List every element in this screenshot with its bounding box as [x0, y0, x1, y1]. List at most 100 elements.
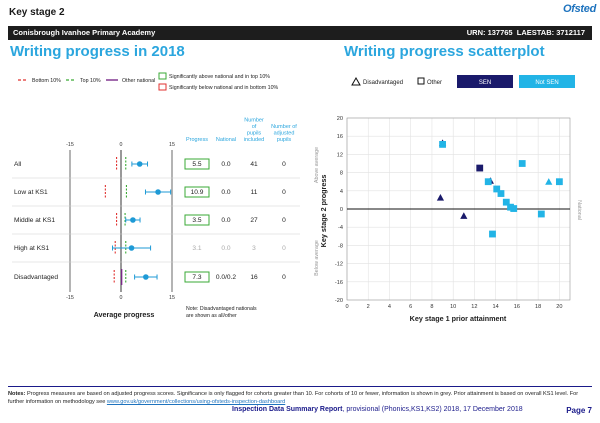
- cell-national: 0.0: [221, 189, 230, 196]
- col-header-pupils-included: included: [244, 137, 265, 143]
- progress-sig-box: [184, 271, 210, 283]
- cell-adjusted: 0: [282, 161, 286, 168]
- progress-point: [128, 245, 135, 251]
- table-note-line2: are shown as all/other: [186, 313, 237, 319]
- legend-not-sen-box: [519, 75, 575, 88]
- left-bottom-tick-label: 15: [169, 295, 175, 301]
- cell-adjusted: 0: [282, 245, 286, 252]
- progress-point: [130, 217, 136, 223]
- legend-bottom10-label: Bottom 10%: [32, 78, 61, 84]
- scatter-x-tick-label: 10: [450, 304, 456, 310]
- cell-progress: 10.9: [191, 189, 204, 196]
- row-label: All: [14, 161, 22, 168]
- col-header-adjusted-pupils: adjusted: [274, 131, 295, 137]
- col-header-adjusted-pupils: Number of: [271, 124, 297, 130]
- col-header-progress: Progress: [186, 137, 208, 143]
- scatter-national-label: National: [576, 200, 582, 220]
- scatter-y-tick-label: -16: [335, 280, 343, 286]
- notes-text: Progress measures are based on adjusted …: [8, 391, 579, 405]
- scatter-x-tick-label: 2: [367, 304, 370, 310]
- progress-point: [155, 189, 161, 195]
- school-bar: Conisbrough Ivanhoe Primary Academy URN:…: [8, 26, 592, 40]
- scatter-x-tick-label: 0: [345, 304, 348, 310]
- col-header-pupils-included: Number: [244, 118, 264, 124]
- left-top-tick-label: -15: [66, 142, 74, 148]
- scatter-point-disadvantaged: [545, 178, 553, 185]
- scatter-point-disadvantaged: [436, 194, 445, 201]
- cell-pupils: 11: [251, 189, 258, 196]
- scatter-point-other: [510, 205, 518, 212]
- scatter-x-tick-label: 12: [471, 304, 477, 310]
- progress-sig-box: [184, 214, 210, 226]
- page-number: Page 7: [566, 406, 592, 415]
- ofsted-logo: Ofsted: [562, 3, 596, 15]
- report-name: Inspection Data Summary Report: [232, 406, 343, 413]
- row-label: Low at KS1: [14, 189, 48, 196]
- progress-sig-box: [184, 186, 210, 198]
- progress-point: [143, 274, 149, 280]
- legend-sig-below-swatch: [158, 83, 167, 91]
- scatter-y-tick-label: -20: [335, 298, 343, 304]
- legend-sen-label: SEN: [479, 80, 491, 86]
- scatter-below-average-label: Below average: [314, 240, 320, 276]
- scatter-point-other: [537, 210, 545, 218]
- methodology-link[interactable]: www.gov.uk/government/collections/using-…: [106, 399, 286, 405]
- scatter-x-tick-label: 6: [409, 304, 412, 310]
- cell-adjusted: 0: [282, 274, 286, 281]
- legend-sen-box: [457, 75, 513, 88]
- legend-disadvantaged-triangle: [351, 76, 361, 86]
- scatter-y-tick-label: 12: [337, 152, 343, 158]
- cell-adjusted: 0: [282, 217, 286, 224]
- report-title: Inspection Data Summary Report, provisio…: [232, 406, 523, 413]
- school-ids: URN: 137765 LAESTAB: 3712117: [467, 28, 585, 37]
- cell-national: 0.0: [221, 161, 230, 168]
- urn: URN: 137765: [466, 28, 513, 37]
- top-bar: Key stage 2 Ofsted: [0, 0, 600, 26]
- cell-pupils: 16: [250, 274, 258, 281]
- table-note-line1: Note: Disadvantaged nationals: [186, 306, 257, 312]
- scatter-y-tick-label: -4: [338, 225, 343, 231]
- progress-point: [136, 161, 143, 167]
- left-x-axis-label: Average progress: [94, 310, 155, 319]
- row-label: Disadvantaged: [14, 274, 58, 281]
- cell-progress: 3.1: [192, 245, 201, 252]
- col-header-pupils-included: of: [252, 124, 257, 130]
- scatter-point-disadvantaged: [460, 212, 468, 219]
- cell-national: 0.0: [221, 245, 230, 252]
- laestab: LAESTAB: 3712117: [516, 28, 585, 37]
- col-header-adjusted-pupils: pupils: [277, 137, 292, 143]
- cell-adjusted: 0: [282, 189, 286, 196]
- scatter-y-tick-label: -8: [338, 243, 343, 249]
- cell-pupils: 3: [252, 245, 256, 252]
- left-top-tick-label: 0: [120, 142, 123, 148]
- scatter-point-other: [518, 160, 526, 167]
- scatter-point-other: [493, 185, 501, 193]
- legend-disadvantaged-label: Disadvantaged: [363, 80, 403, 86]
- cell-progress: 3.5: [192, 217, 201, 224]
- scatter-y-tick-label: 4: [340, 189, 343, 195]
- cell-national: 0.0: [221, 217, 230, 224]
- scatter-x-tick-label: 8: [430, 304, 433, 310]
- legend-top10-label: Top 10%: [80, 78, 101, 84]
- scatter-x-axis-label: Key stage 1 prior attainment: [410, 314, 507, 323]
- report-details: , provisional (Phonics,KS1,KS2) 2018, 17…: [342, 406, 523, 413]
- col-header-national: National: [216, 137, 236, 143]
- scatter-point-other: [476, 164, 484, 172]
- cell-pupils: 41: [250, 161, 258, 168]
- scatter-y-tick-label: 16: [337, 134, 343, 140]
- legend-sig-above-swatch: [158, 72, 167, 80]
- row-label: Middle at KS1: [14, 217, 55, 224]
- legend-other-square: [417, 77, 425, 85]
- scatter-point-other: [502, 198, 510, 206]
- school-name: Conisbrough Ivanhoe Primary Academy: [13, 28, 156, 37]
- scatter-x-tick-label: 20: [556, 304, 562, 310]
- cell-national: 0.0/0.2: [216, 274, 236, 281]
- scatter-y-tick-label: 8: [340, 171, 343, 177]
- scatter-y-tick-label: 0: [340, 207, 343, 213]
- scatter-point-other: [439, 140, 446, 148]
- cell-progress: 5.5: [192, 161, 201, 168]
- footer-notes: Notes: Progress measures are based on ad…: [8, 386, 592, 406]
- left-bottom-tick-label: 0: [120, 295, 123, 301]
- scatter-x-tick-label: 18: [535, 304, 541, 310]
